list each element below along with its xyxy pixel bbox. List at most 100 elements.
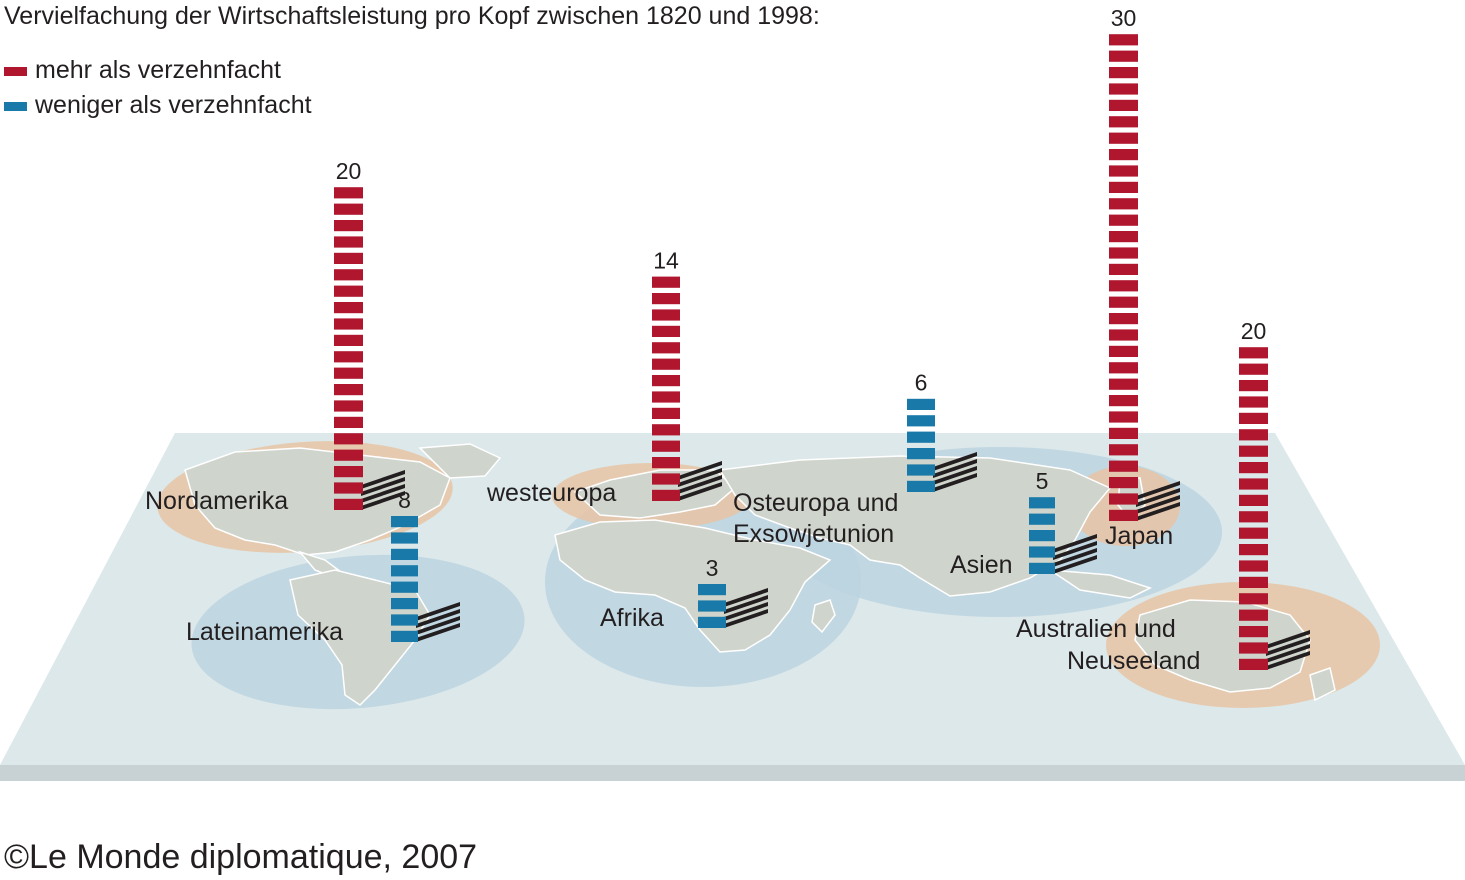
legend-swatch-more [4,66,27,76]
bar-stack-0: 20 [334,158,405,510]
land-new-zealand [1309,667,1336,702]
bar-value-label: 20 [1241,318,1267,344]
bar-segment [907,464,935,476]
bar-shadow [1266,637,1310,656]
bar-segment [334,384,363,396]
bar-segment [334,236,363,248]
bar-shadow [1053,541,1097,560]
bar-segment [391,565,418,577]
land-north-america [184,447,451,556]
region-label-line: Osteuropa und [733,489,898,517]
region-label-line: Neuseeland [1067,647,1200,675]
bar-value-label: 5 [1036,468,1049,494]
bar-segment [334,498,363,510]
bar-stack-3: 3 [698,555,768,628]
bar-segment [334,351,363,363]
bar-stack-7: 20 [1239,318,1310,670]
bar-segment [1239,445,1268,457]
bar-segment [1109,83,1138,95]
bar-segment [1239,494,1268,506]
bar-shadow [1053,555,1097,574]
bar-segment [907,448,935,460]
bar-stack-1: 8 [391,487,460,642]
land-eurasia-east [718,455,1112,597]
bar-segment [1109,280,1138,292]
bar-value-label: 6 [915,370,928,396]
bar-segment [391,532,418,544]
bar-segment [907,431,935,443]
bar-shadow [361,491,405,510]
bar-shadow [724,602,768,621]
bar-value-label: 3 [706,555,719,581]
region-label-0: Nordamerika [145,487,288,515]
region-label-4: Osteuropa und Exsowjetunion [733,489,898,548]
bar-shadow [1266,644,1310,663]
region-label-6: Japan [1105,522,1173,550]
bar-shadow [933,466,977,485]
bar-segment [907,398,935,410]
bar-stack-4: 6 [907,370,977,492]
bar-segment [391,598,418,610]
region-label-line: Lateinamerika [186,618,343,646]
land-madagascar [811,599,836,634]
bar-segment [1109,444,1138,456]
bar-segment [1109,231,1138,243]
bar-segment [652,309,680,321]
bar-shadow [1136,502,1180,521]
region-label-3: Afrika [600,604,664,632]
bar-segment [1109,509,1138,521]
region-label-line: Exsowjetunion [733,520,894,548]
bar-segment [1109,67,1138,79]
bar-segment [1239,544,1268,556]
bar-segment [334,269,363,281]
bar-segment [1109,362,1138,374]
bar-segment [1109,198,1138,210]
region-label-line: Nordamerika [145,487,288,515]
bar-segment [1239,462,1268,474]
bar-segment [652,293,680,305]
bar-segment [652,457,680,469]
bar-segment [1109,165,1138,177]
region-label-line: Australien und [1016,615,1176,643]
bar-segment [391,516,418,528]
bar-segment [698,600,726,612]
bar-segment [652,391,680,403]
chart-title: Vervielfachung der Wirtschaftsleistung p… [4,2,820,30]
bar-segment [1239,560,1268,572]
land-africa [554,519,832,653]
bar-segment [1029,513,1055,525]
credit-line: ©Le Monde diplomatique, 2007 [4,838,478,876]
bar-segment [334,203,363,215]
bar-segment [334,416,363,428]
bar-segment [1109,181,1138,193]
bar-segment [698,584,726,596]
bar-segment [1239,511,1268,523]
bar-shadow [724,609,768,628]
region-label-line: westeuropa [486,479,616,507]
bar-segment [1239,478,1268,490]
bar-segment [1109,214,1138,226]
bar-segment [1109,493,1138,505]
legend-label-less: weniger als verzehnfacht [35,91,312,119]
bar-shadow [416,609,460,628]
region-label-5: Asien [950,551,1013,579]
bar-segment [334,367,363,379]
bar-stack-2: 14 [652,247,722,501]
region-label-line: Asien [950,551,1013,579]
bar-shadow [678,468,722,487]
bar-segment [1239,642,1268,654]
bar-segment [1239,658,1268,670]
bar-segment [334,334,363,346]
bar-shadow [724,595,768,614]
bar-segment [334,433,363,445]
legend-item-more: mehr als verzehnfacht [4,56,281,85]
bar-segment [1029,530,1055,542]
bar-shadow [361,484,405,503]
bar-shadow [1053,548,1097,567]
bar-shadow [1136,481,1180,500]
bar-segment [652,276,680,288]
bar-segment [1239,347,1268,359]
bar-segment [1239,593,1268,605]
bar-segment [334,187,363,199]
